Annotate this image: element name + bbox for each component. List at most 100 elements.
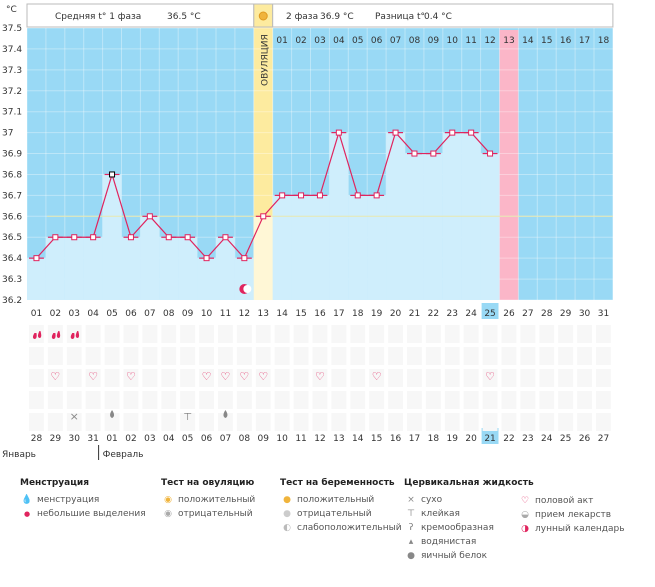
cycle-day-label: 10 [201,309,213,319]
marker-cell [369,413,385,431]
marker-cell [274,369,290,387]
marker-cell [425,347,441,365]
cycle-day-label: 11 [220,309,231,319]
marker-cell [236,369,252,387]
marker-cell [501,325,517,343]
temperature-bar [480,153,500,300]
marker-cell [236,391,252,409]
marker-cell [293,369,309,387]
legend-other: ♡ половой акт ◒ прием лекарств ◑ лунный кал… [518,494,625,536]
calendar-date-label: 28 [31,434,43,444]
calendar-date-label: 31 [87,434,98,444]
legend-item: ◉ отрицательный [161,507,255,521]
cycle-day-label: 27 [522,309,533,319]
cycle-day-label: 05 [106,309,117,319]
legend: Менструация 💧 менструация ● небольшие выде… [0,478,655,587]
marker-cell [482,369,498,387]
dry-icon: × [70,410,79,423]
marker-cell [463,347,479,365]
calendar-date-label: 08 [239,434,251,444]
legend-cervical: Цервикальная жидкость × сухо ⊤ клейкая ʔ кр… [404,478,534,563]
temperature-bar [140,216,160,300]
temperature-bar [272,195,292,300]
temperature-point [354,192,361,199]
marker-cell [255,369,271,387]
marker-cell [388,347,403,365]
positive-test-icon: ◉ [164,495,172,505]
marker-cell [407,347,422,365]
temperature-bar [216,237,235,300]
calendar-date-label: 13 [333,434,344,444]
marker-cell [312,391,328,409]
temperature-point [146,213,153,220]
temperature-point [222,234,229,241]
calendar-date-label: 26 [579,434,591,444]
cycle-day-label: 17 [333,309,344,319]
marker-cell [85,347,101,365]
phase2-day-number: 09 [428,36,440,46]
y-tick-label: 36.6 [2,212,22,222]
temperature-bar [102,174,122,300]
marker-cell [161,325,177,343]
watery-icon [223,410,228,418]
y-tick-label: 37.3 [2,66,22,76]
legend-item: ● положительный [280,493,402,507]
marker-cell [312,347,328,365]
marker-cell [123,391,139,409]
watery-icon: ▴ [408,537,414,547]
marker-cell [407,413,422,431]
marker-cell [123,347,139,365]
temperature-point [468,129,475,136]
marker-cell [520,325,536,343]
heart-icon: ♡ [88,370,98,383]
calendar-date-label: 16 [390,434,402,444]
cycle-day-label: 31 [598,309,609,319]
legend-ovulation-test: Тест на овуляцию ◉ положительный ◉ отрицат… [161,478,255,521]
marker-cell [312,369,328,387]
temperature-bar [64,237,84,300]
marker-cell [199,369,214,387]
marker-cell [331,391,347,409]
cycle-day-label: 25 [484,309,495,319]
diff-label: Разница t° [375,12,425,22]
legend-item: ♡ половой акт [518,494,625,508]
calendar-date-label: 25 [560,434,571,444]
calendar-date-label: 14 [352,434,364,444]
temperature-bar [121,237,141,300]
marker-cell [407,369,422,387]
temperature-point [260,213,267,220]
phase1-label: Средняя t° 1 фаза [55,12,141,22]
marker-cell [407,391,422,409]
calendar-date-label: 30 [69,434,81,444]
temperature-point [335,129,342,136]
temperature-point [203,255,210,262]
marker-cell [596,347,611,365]
marker-cell [350,413,366,431]
marker-cell [312,413,328,431]
temperature-point [411,150,418,157]
phase2-day-number: 11 [465,36,476,46]
marker-cell [255,347,271,365]
marker-cell [577,413,592,431]
marker-cell [482,325,498,343]
marker-cell [66,347,82,365]
temperature-point [392,129,399,136]
marker-cell [425,413,441,431]
marker-cell [331,325,347,343]
creamy-icon: ʔ [408,523,414,533]
temperature-point [127,234,134,241]
temperature-point [373,192,380,199]
cycle-day-label: 19 [371,309,383,319]
marker-cell [501,369,517,387]
phase2-value: 36.9 °C [320,12,354,22]
marker-cell [463,391,479,409]
marker-cell [558,391,574,409]
marker-cell [444,369,460,387]
marker-cell [142,369,158,387]
cycle-day-label: 23 [447,309,458,319]
marker-cell [161,347,177,365]
legend-title: Тест на беременность [280,478,395,488]
marker-cell [274,325,290,343]
marker-cell [180,413,196,431]
